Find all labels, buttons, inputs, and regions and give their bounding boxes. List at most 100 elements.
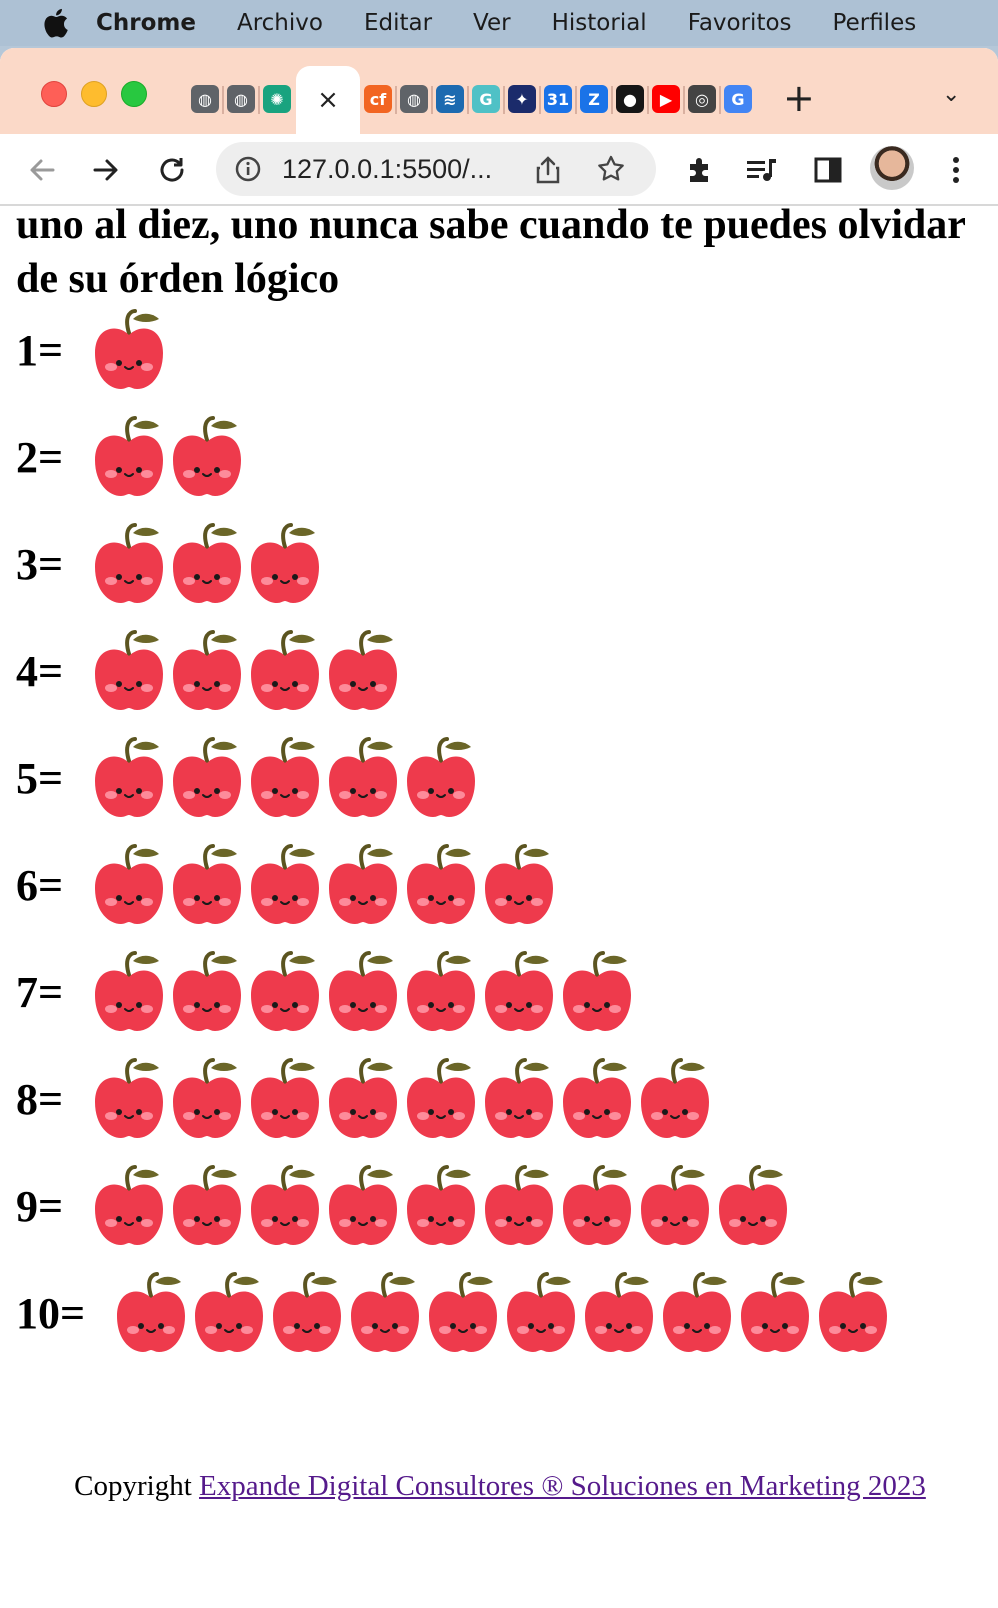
apple-icon bbox=[173, 844, 242, 924]
apple-icon bbox=[407, 844, 476, 924]
openai-icon[interactable]: ✺ bbox=[263, 85, 291, 113]
apple-icon bbox=[407, 1058, 476, 1138]
apple-icon bbox=[173, 1165, 242, 1245]
row-number-label: 4= bbox=[16, 646, 64, 696]
side-panel-button[interactable] bbox=[808, 150, 848, 190]
new-tab-button[interactable]: + bbox=[783, 76, 815, 120]
tab-separator bbox=[431, 86, 433, 114]
site-info-icon[interactable] bbox=[234, 155, 262, 183]
gcreator-icon[interactable]: G bbox=[472, 85, 500, 113]
reload-icon bbox=[160, 158, 184, 182]
apple-icon bbox=[195, 1272, 264, 1352]
tab-separator bbox=[647, 86, 649, 114]
apple-row: 1= bbox=[16, 309, 171, 391]
apple-icon bbox=[251, 737, 320, 817]
globe-icon[interactable]: ◍ bbox=[191, 85, 219, 113]
apple-icon bbox=[563, 1058, 632, 1138]
maximize-window-button[interactable] bbox=[121, 81, 147, 107]
jquery-icon[interactable]: ≋ bbox=[436, 85, 464, 113]
tab-separator bbox=[539, 86, 541, 114]
github-icon[interactable]: ● bbox=[616, 85, 644, 113]
apple-row: 5= bbox=[16, 737, 483, 819]
menu-archivo[interactable]: Archivo bbox=[236, 10, 323, 36]
tab-separator bbox=[258, 86, 260, 114]
browser-menu-button[interactable] bbox=[936, 150, 976, 190]
apple-group bbox=[93, 737, 483, 819]
apple-icon bbox=[407, 1165, 476, 1245]
menu-favoritos[interactable]: Favoritos bbox=[687, 10, 792, 36]
menu-perfiles[interactable]: Perfiles bbox=[832, 10, 917, 36]
globe-icon[interactable]: ◍ bbox=[400, 85, 428, 113]
apple-icon bbox=[563, 951, 632, 1031]
apple-icon bbox=[329, 737, 398, 817]
globe-icon[interactable]: ◍ bbox=[227, 85, 255, 113]
apple-row: 7= bbox=[16, 951, 639, 1033]
codepen-icon[interactable]: cf bbox=[364, 85, 392, 113]
apple-logo-icon[interactable] bbox=[40, 6, 70, 40]
row-number-label: 10= bbox=[16, 1288, 86, 1338]
active-tab[interactable]: × bbox=[296, 66, 360, 134]
apple-icon bbox=[641, 1165, 710, 1245]
menu-chrome[interactable]: Chrome bbox=[96, 10, 196, 36]
apple-icon bbox=[117, 1272, 186, 1352]
tab-separator bbox=[222, 86, 224, 114]
apple-icon bbox=[95, 416, 164, 496]
row-number-label: 3= bbox=[16, 539, 64, 589]
menu-editar[interactable]: Editar bbox=[363, 10, 433, 36]
apple-icon bbox=[173, 630, 242, 710]
apple-icon bbox=[719, 1165, 788, 1245]
apple-icon bbox=[273, 1272, 342, 1352]
reload-button[interactable] bbox=[152, 150, 192, 190]
copyright-text: Copyright bbox=[74, 1470, 200, 1502]
apple-icon bbox=[485, 844, 554, 924]
puzzle-icon bbox=[690, 158, 708, 182]
apple-icon bbox=[95, 523, 164, 603]
apple-group bbox=[93, 951, 639, 1033]
close-window-button[interactable] bbox=[41, 81, 67, 107]
row-number-label: 2= bbox=[16, 432, 64, 482]
apple-group bbox=[93, 309, 171, 391]
web-page: uno al diez, uno nunca sabe cuando te pu… bbox=[0, 206, 998, 1608]
calendar-icon[interactable]: 31 bbox=[544, 85, 572, 113]
apple-icon bbox=[251, 630, 320, 710]
extensions-button[interactable] bbox=[680, 150, 720, 190]
zoho-icon[interactable]: Z bbox=[580, 85, 608, 113]
google-icon[interactable]: G bbox=[724, 85, 752, 113]
apple-row: 10= bbox=[16, 1272, 895, 1353]
forward-button[interactable] bbox=[86, 150, 126, 190]
share-icon[interactable] bbox=[534, 155, 562, 185]
apple-icon bbox=[641, 1058, 710, 1138]
starry-icon[interactable]: ✦ bbox=[508, 85, 536, 113]
bookmark-star-icon[interactable] bbox=[596, 154, 626, 184]
address-bar[interactable]: 127.0.0.1:5500/... bbox=[216, 142, 656, 196]
row-number-label: 5= bbox=[16, 753, 64, 803]
chrome-icon[interactable]: ◎ bbox=[688, 85, 716, 113]
url-text[interactable]: 127.0.0.1:5500/... bbox=[282, 154, 493, 184]
profile-avatar[interactable] bbox=[870, 146, 914, 190]
company-link[interactable]: Expande Digital Consultores ® Soluciones… bbox=[199, 1470, 926, 1502]
menu-historial[interactable]: Historial bbox=[551, 10, 647, 36]
minimize-window-button[interactable] bbox=[81, 81, 107, 107]
apple-icon bbox=[429, 1272, 498, 1352]
youtube-icon[interactable]: ▶ bbox=[652, 85, 680, 113]
apple-icon bbox=[329, 1165, 398, 1245]
tab-separator bbox=[467, 86, 469, 114]
tab-strip: ◍ ◍ ✺ cf ◍ ≋ G ✦ 31 Z ● ▶ ◎ G × + ⌄ bbox=[0, 48, 998, 134]
tab-separator bbox=[719, 86, 721, 114]
media-control-button[interactable] bbox=[742, 150, 782, 190]
apple-icon bbox=[95, 951, 164, 1031]
menu-ver[interactable]: Ver bbox=[473, 10, 511, 36]
apple-icon bbox=[663, 1272, 732, 1352]
page-footer: Copyright Expande Digital Consultores ® … bbox=[50, 1468, 950, 1505]
back-button[interactable] bbox=[22, 150, 62, 190]
apple-icon bbox=[95, 1058, 164, 1138]
apple-icon bbox=[173, 523, 242, 603]
apple-icon bbox=[95, 844, 164, 924]
close-tab-icon[interactable]: × bbox=[317, 85, 339, 115]
apple-icon bbox=[485, 1058, 554, 1138]
browser-window: ◍ ◍ ✺ cf ◍ ≋ G ✦ 31 Z ● ▶ ◎ G × + ⌄ 127.0.0.1:5500/..… bbox=[0, 48, 998, 1608]
apple-icon bbox=[485, 951, 554, 1031]
apple-icon bbox=[95, 309, 164, 389]
tab-search-chevron-icon[interactable]: ⌄ bbox=[942, 82, 961, 107]
apple-icon bbox=[95, 737, 164, 817]
